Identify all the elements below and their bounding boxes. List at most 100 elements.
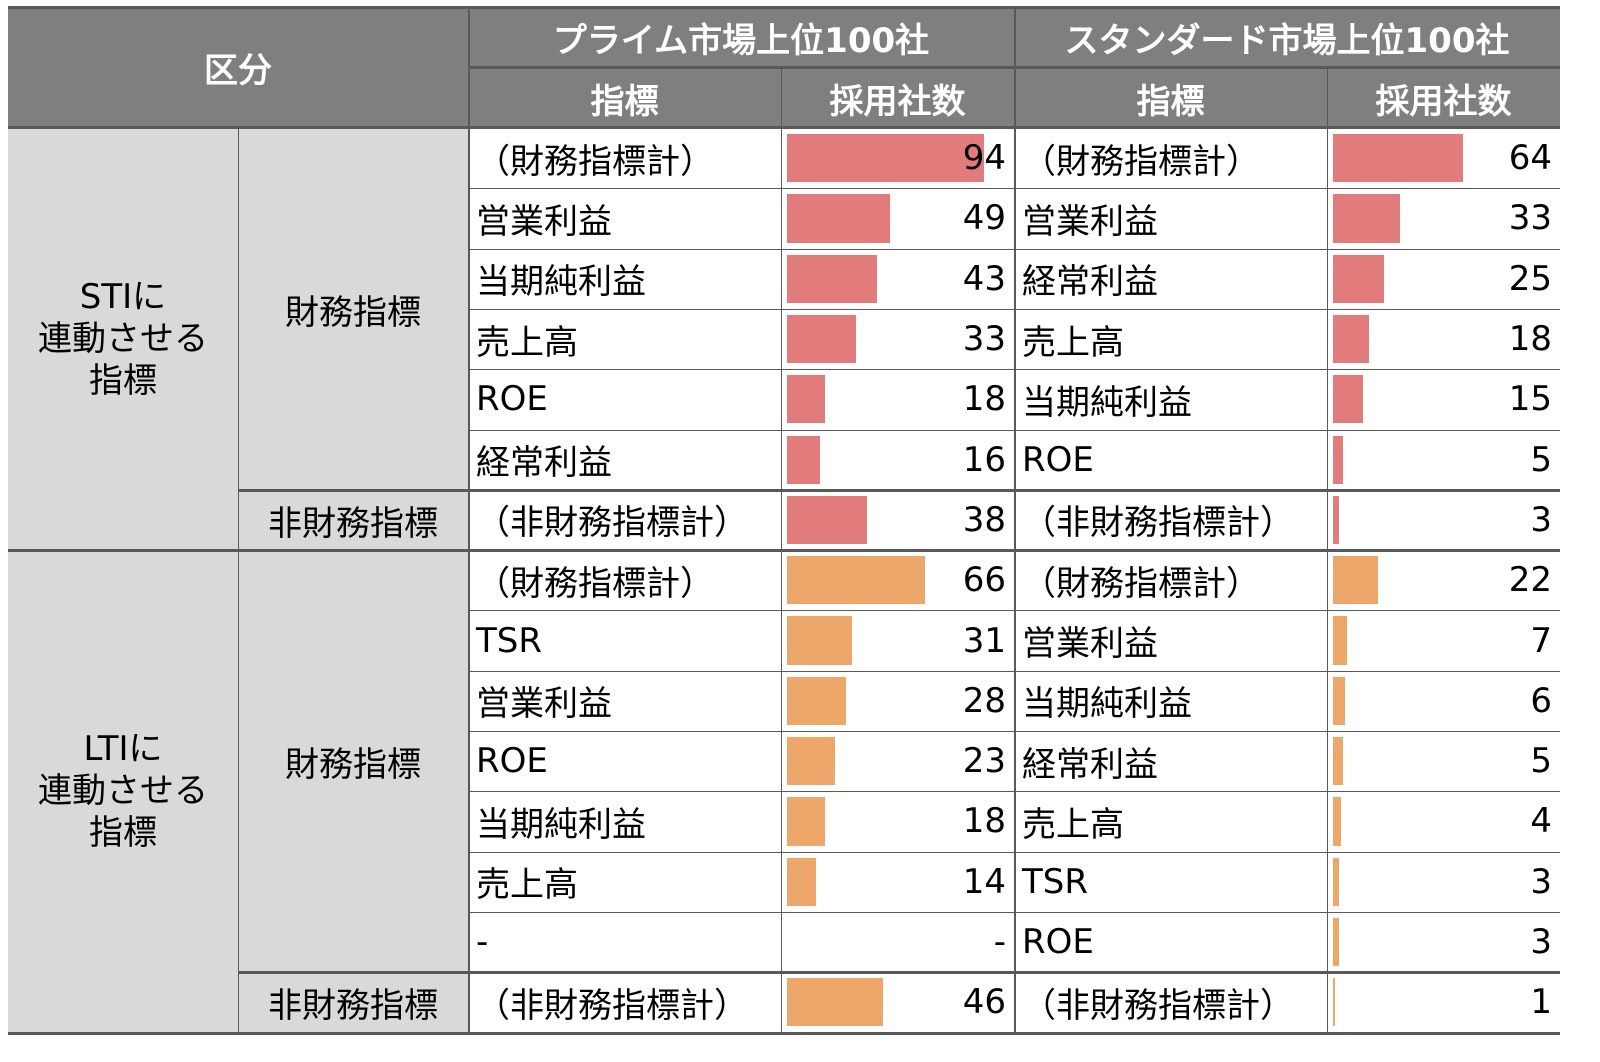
col-divider bbox=[238, 128, 239, 1033]
standard-indicator-label: 経常利益 bbox=[1014, 731, 1327, 792]
standard-count-value: 1 bbox=[1530, 982, 1552, 1023]
standard-count-cell: 6 bbox=[1327, 670, 1560, 731]
prime-count-value: 49 bbox=[962, 198, 1006, 239]
row-divider bbox=[8, 549, 1560, 553]
col-divider bbox=[781, 68, 782, 1033]
standard-count-bar bbox=[1333, 314, 1370, 364]
standard-count-bar bbox=[1333, 254, 1384, 303]
prime-count-value: 43 bbox=[962, 258, 1006, 299]
standard-count-bar bbox=[1333, 375, 1364, 424]
prime-indicator-label: ROE bbox=[468, 369, 781, 430]
standard-count-bar bbox=[1333, 556, 1378, 605]
standard-count-bar bbox=[1333, 857, 1340, 906]
standard-count-cell: 7 bbox=[1327, 610, 1560, 671]
prime-count-value: 16 bbox=[962, 439, 1006, 480]
standard-count-cell: 3 bbox=[1327, 911, 1560, 973]
standard-count-bar bbox=[1333, 917, 1340, 967]
prime-indicator-label: - bbox=[468, 911, 781, 973]
prime-count-bar bbox=[787, 737, 836, 786]
standard-count-value: 18 bbox=[1508, 319, 1552, 360]
prime-indicator-label: 当期純利益 bbox=[468, 791, 781, 852]
prime-count-bar bbox=[787, 314, 857, 364]
prime-count-value: 33 bbox=[962, 319, 1006, 360]
standard-count-bar bbox=[1333, 194, 1400, 243]
prime-indicator-label: （非財務指標計） bbox=[468, 972, 781, 1033]
standard-indicator-label: （非財務指標計） bbox=[1014, 972, 1327, 1033]
standard-count-bar bbox=[1333, 616, 1348, 665]
table-bottom-border bbox=[8, 1031, 1560, 1035]
standard-count-value: 7 bbox=[1530, 620, 1552, 661]
prime-count-value: 38 bbox=[962, 499, 1006, 540]
prime-count-value: 18 bbox=[962, 801, 1006, 842]
row-divider bbox=[238, 971, 1560, 975]
standard-count-value: 64 bbox=[1508, 138, 1552, 179]
standard-count-value: 5 bbox=[1530, 741, 1552, 782]
prime-indicator-label: 売上高 bbox=[468, 851, 781, 912]
standard-count-value: 4 bbox=[1530, 801, 1552, 842]
standard-count-bar bbox=[1333, 797, 1342, 846]
group-lti-nonfinancial: 非財務指標 bbox=[238, 972, 468, 1032]
prime-count-bar bbox=[787, 375, 825, 424]
prime-count-cell: 14 bbox=[781, 851, 1014, 912]
prime-count-cell: 31 bbox=[781, 610, 1014, 671]
group-lti-financial: 財務指標 bbox=[238, 550, 468, 972]
standard-indicator-label: 営業利益 bbox=[1014, 610, 1327, 671]
prime-count-cell: - bbox=[781, 911, 1014, 973]
standard-indicator-label: 当期純利益 bbox=[1014, 670, 1327, 731]
header-standard-indicator: 指標 bbox=[1014, 68, 1327, 128]
standard-indicator-label: （非財務指標計） bbox=[1014, 489, 1327, 551]
standard-count-bar bbox=[1333, 676, 1346, 725]
prime-count-value: 31 bbox=[962, 620, 1006, 661]
standard-count-value: 3 bbox=[1530, 922, 1552, 963]
prime-indicator-label: （財務指標計） bbox=[468, 128, 781, 189]
standard-count-cell: 33 bbox=[1327, 188, 1560, 249]
header-prime-count: 採用社数 bbox=[781, 68, 1014, 128]
standard-count-bar bbox=[1333, 134, 1463, 183]
standard-count-cell: 3 bbox=[1327, 851, 1560, 912]
prime-count-value: 18 bbox=[962, 379, 1006, 420]
standard-indicator-label: （財務指標計） bbox=[1014, 128, 1327, 189]
standard-count-cell: 5 bbox=[1327, 429, 1560, 490]
standard-count-cell: 5 bbox=[1327, 731, 1560, 792]
prime-count-value: 46 bbox=[962, 982, 1006, 1023]
standard-count-cell: 22 bbox=[1327, 550, 1560, 611]
standard-indicator-label: 売上高 bbox=[1014, 791, 1327, 852]
prime-count-value: 66 bbox=[962, 560, 1006, 601]
standard-count-cell: 3 bbox=[1327, 489, 1560, 551]
prime-count-cell: 66 bbox=[781, 550, 1014, 611]
prime-count-cell: 23 bbox=[781, 731, 1014, 792]
prime-count-cell: 18 bbox=[781, 369, 1014, 430]
standard-indicator-label: （財務指標計） bbox=[1014, 550, 1327, 611]
standard-indicator-label: TSR bbox=[1014, 851, 1327, 912]
standard-count-cell: 4 bbox=[1327, 791, 1560, 852]
prime-indicator-label: 売上高 bbox=[468, 308, 781, 370]
header-prime-indicator: 指標 bbox=[468, 68, 781, 128]
prime-count-cell: 18 bbox=[781, 791, 1014, 852]
prime-indicator-label: （財務指標計） bbox=[468, 550, 781, 611]
group-lti: LTIに 連動させる 指標 bbox=[8, 550, 238, 1032]
header-standard-count: 採用社数 bbox=[1327, 68, 1560, 128]
prime-indicator-label: 経常利益 bbox=[468, 429, 781, 490]
standard-count-value: 25 bbox=[1508, 258, 1552, 299]
prime-count-cell: 38 bbox=[781, 489, 1014, 551]
prime-count-bar bbox=[787, 616, 852, 665]
prime-count-bar bbox=[787, 134, 984, 183]
standard-indicator-label: ROE bbox=[1014, 429, 1327, 490]
standard-count-cell: 25 bbox=[1327, 248, 1560, 309]
prime-count-bar bbox=[787, 495, 867, 545]
standard-indicator-label: 売上高 bbox=[1014, 308, 1327, 370]
standard-count-bar bbox=[1333, 495, 1340, 545]
group-sti: STIに 連動させる 指標 bbox=[8, 128, 238, 550]
col-divider bbox=[1014, 6, 1016, 1033]
table-top-border bbox=[8, 6, 1560, 9]
group-sti-nonfinancial: 非財務指標 bbox=[238, 490, 468, 550]
prime-count-bar bbox=[787, 435, 821, 484]
prime-count-value: 23 bbox=[962, 741, 1006, 782]
standard-count-cell: 15 bbox=[1327, 369, 1560, 430]
standard-count-value: 3 bbox=[1530, 861, 1552, 902]
standard-count-value: 22 bbox=[1508, 560, 1552, 601]
prime-indicator-label: ROE bbox=[468, 731, 781, 792]
prime-count-bar bbox=[787, 676, 846, 725]
prime-count-value: 94 bbox=[962, 138, 1006, 179]
standard-count-cell: 1 bbox=[1327, 972, 1560, 1033]
